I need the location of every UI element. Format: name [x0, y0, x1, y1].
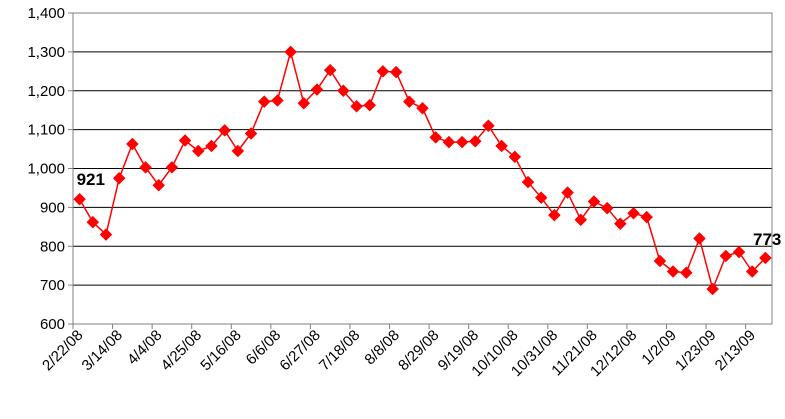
data-point [231, 144, 245, 158]
data-point [653, 254, 667, 268]
x-tick-label: 2/13/09 [712, 327, 759, 374]
data-point [125, 137, 139, 151]
data-point [139, 160, 152, 174]
y-tick-label: 1,100 [27, 122, 65, 139]
data-point [745, 265, 759, 278]
data-point [99, 228, 113, 241]
data-point [613, 217, 627, 231]
x-tick-label: 7/18/08 [316, 327, 363, 374]
data-point [218, 124, 232, 137]
data-point [271, 94, 284, 107]
data-point [548, 208, 561, 222]
y-tick-label: 600 [40, 316, 65, 333]
data-point [600, 201, 614, 215]
data-point [402, 95, 416, 108]
data-point [534, 191, 548, 205]
data-point [73, 192, 86, 206]
data-point [455, 135, 469, 149]
data-point [521, 175, 535, 189]
y-tick-label: 1,000 [27, 161, 65, 178]
x-tick-label: 4/25/08 [158, 327, 205, 374]
data-point [416, 101, 429, 115]
y-tick-label: 700 [40, 277, 65, 294]
data-point [640, 210, 654, 224]
data-point [112, 171, 126, 185]
x-tick-label: 1/23/09 [672, 327, 719, 374]
x-tick-label: 3/14/08 [79, 327, 126, 374]
data-label: 921 [77, 170, 105, 189]
y-tick-label: 900 [40, 199, 65, 216]
gridlines [73, 12, 772, 325]
data-point [191, 144, 205, 158]
data-point [363, 98, 377, 112]
data-point [666, 265, 680, 278]
data-point [706, 282, 720, 296]
data-point [337, 84, 350, 98]
data-point [561, 186, 574, 199]
y-axis: 600 700 800 900 1,000 1,100 1,200 1,300 1,400 [27, 5, 73, 333]
series-line [78, 48, 766, 292]
data-point [389, 65, 403, 79]
data-points [73, 45, 772, 296]
data-point [468, 134, 482, 148]
data-point [244, 127, 258, 140]
data-point [679, 266, 693, 280]
data-point [178, 134, 192, 147]
x-tick-label: 5/16/08 [197, 327, 244, 374]
data-point [482, 119, 495, 133]
data-point [205, 139, 218, 153]
data-point [759, 251, 772, 265]
data-point [574, 213, 588, 227]
y-tick-label: 1,400 [27, 5, 65, 22]
data-labels: 921 773 [77, 170, 782, 249]
x-axis: 2/22/083/14/084/4/084/25/085/16/086/6/08… [39, 324, 759, 380]
data-point [693, 232, 706, 245]
data-point [719, 249, 733, 263]
data-point [587, 195, 601, 208]
data-point [323, 63, 337, 77]
data-point [350, 99, 363, 113]
data-point [152, 178, 166, 192]
data-point [376, 64, 390, 78]
data-point [495, 139, 508, 153]
y-tick-label: 1,300 [27, 44, 65, 61]
data-point [732, 245, 746, 259]
y-tick-label: 800 [40, 238, 65, 255]
y-tick-label: 1,200 [27, 83, 65, 100]
data-point [442, 135, 456, 149]
data-point [429, 131, 443, 144]
series-polyline [78, 48, 766, 292]
data-point [297, 96, 311, 110]
data-point [257, 95, 271, 108]
data-point [508, 150, 522, 164]
data-point [165, 160, 179, 174]
x-tick-label: 8/29/08 [395, 327, 442, 374]
data-point [627, 206, 640, 220]
data-point [86, 215, 100, 229]
x-tick-label: 6/27/08 [276, 327, 323, 374]
data-point [310, 83, 324, 96]
x-tick-label: 2/22/08 [39, 327, 86, 374]
data-label: 773 [753, 230, 781, 249]
data-point [284, 45, 297, 59]
